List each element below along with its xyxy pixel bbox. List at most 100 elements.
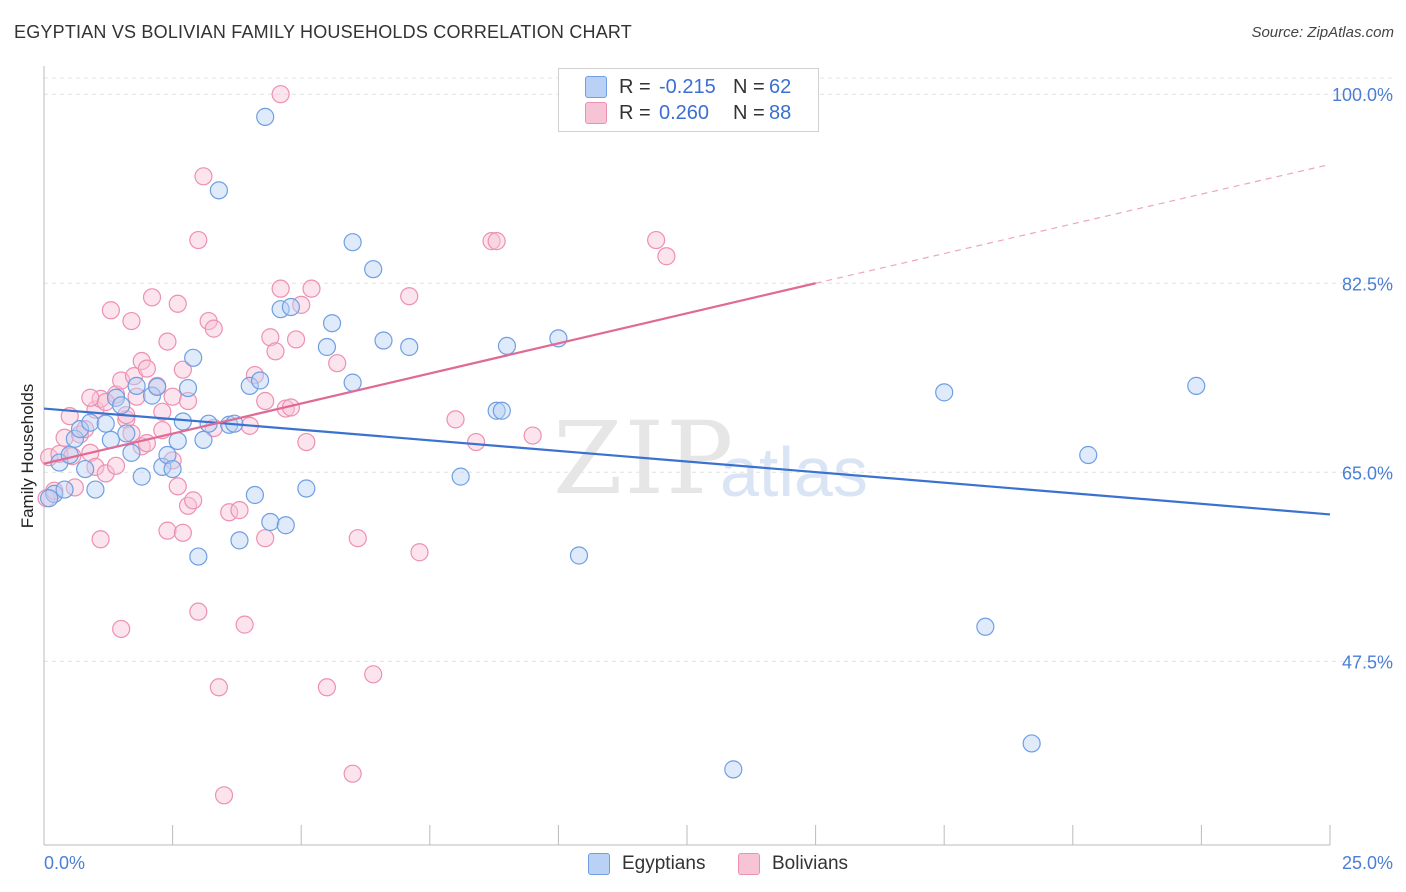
bolivians-point	[523, 426, 542, 445]
bolivians-point	[158, 332, 177, 351]
egyptians-point	[497, 336, 517, 356]
bolivians-point	[189, 602, 208, 621]
egyptians-point	[96, 414, 115, 433]
bolivians-point	[364, 665, 383, 684]
egyptians-point	[209, 181, 228, 200]
bolivians-trend-line	[43, 282, 816, 465]
bottom-legend-label: Egyptians	[622, 853, 706, 874]
source-label: Source: ZipAtlas.com	[1251, 24, 1394, 41]
egyptians-point	[281, 297, 301, 317]
egyptians-point	[1079, 445, 1098, 465]
egyptians-point	[297, 479, 316, 498]
egyptians-point	[487, 401, 506, 420]
bolivians-points	[37, 85, 676, 805]
legend-n-value: 62	[769, 75, 792, 98]
bolivians-point	[261, 328, 280, 347]
bolivians-point	[106, 456, 126, 475]
y-tick-label: 100.0%	[1332, 85, 1393, 105]
bolivians-point	[297, 432, 316, 452]
stats-legend: R = -0.215 N = 62 R = 0.260 N = 88	[558, 68, 819, 132]
bolivians-point	[466, 432, 486, 452]
bolivians-point	[96, 464, 115, 483]
bolivians-point	[286, 330, 306, 349]
egyptians-point	[76, 459, 95, 479]
bolivians-point	[230, 501, 249, 520]
bolivians-point	[194, 167, 213, 186]
legend-r-label: R =	[619, 75, 651, 98]
egyptians-point	[256, 107, 275, 126]
bottom-legend-egyptians: Egyptians	[588, 852, 705, 876]
bolivians-point	[256, 529, 275, 548]
y-tick-label: 65.0%	[1342, 463, 1393, 483]
egyptians-point	[132, 467, 151, 486]
egyptians-point	[976, 617, 995, 636]
bolivians-point	[178, 496, 198, 515]
bolivians-point	[410, 543, 429, 562]
egyptians-point	[70, 419, 90, 439]
egyptians-point	[230, 531, 249, 550]
egyptians-point	[194, 430, 213, 449]
bolivians-point	[271, 279, 290, 298]
bolivians-point	[168, 294, 187, 313]
egyptians-point	[343, 373, 362, 392]
bolivians-trend-extension	[815, 163, 1331, 284]
bolivians-point	[256, 391, 275, 411]
egyptians-point	[374, 331, 393, 350]
bolivians-point	[204, 319, 223, 338]
egyptians-point	[569, 546, 589, 565]
bolivians-point	[173, 523, 192, 542]
x-tick-label: 25.0%	[1342, 853, 1393, 873]
bolivians-point	[122, 311, 141, 331]
bolivians-point	[487, 232, 506, 251]
bottom-legend-bolivians: Bolivians	[738, 852, 848, 876]
bolivians-point	[482, 232, 501, 251]
egyptians-point	[250, 371, 270, 390]
legend-r-label: R =	[619, 101, 651, 124]
egyptians-point	[343, 233, 362, 252]
legend-n-label: N =	[733, 75, 765, 98]
legend-swatch-blue	[585, 76, 607, 98]
trend-lines	[43, 163, 1331, 516]
egyptians-point	[451, 467, 470, 486]
egyptians-point	[163, 459, 182, 479]
legend-r-value: -0.215	[659, 75, 716, 98]
bolivians-point	[235, 615, 254, 634]
bolivians-point	[271, 85, 290, 104]
egyptians-point	[935, 383, 954, 402]
axes	[43, 66, 1331, 846]
bolivians-point	[101, 301, 120, 320]
egyptians-point	[317, 337, 337, 357]
bolivians-point	[446, 410, 465, 429]
egyptians-points	[40, 107, 1206, 779]
bolivians-point	[173, 360, 192, 379]
egyptians-point	[184, 348, 203, 367]
bolivians-point	[178, 391, 198, 411]
legend-swatch-pink	[585, 102, 607, 124]
legend-row-bolivians: R = 0.260 N = 88	[585, 100, 791, 126]
egyptians-point	[112, 396, 131, 415]
bolivians-point	[647, 230, 666, 250]
legend-r-value: 0.260	[659, 101, 710, 124]
egyptians-point	[127, 376, 146, 395]
egyptians-point	[1022, 734, 1041, 753]
bolivians-point	[81, 388, 100, 407]
bolivians-point	[214, 786, 234, 805]
bolivians-point	[400, 287, 419, 306]
egyptians-point	[142, 386, 162, 405]
egyptians-point	[65, 429, 84, 448]
bolivians-point	[112, 619, 131, 639]
bolivians-point	[266, 342, 285, 361]
bottom-legend-swatch-blue	[588, 853, 610, 875]
egyptians-point	[122, 443, 141, 462]
bolivians-point	[348, 529, 367, 548]
egyptians-point	[86, 480, 105, 499]
egyptians-trend-line	[43, 407, 1331, 516]
egyptians-point	[55, 480, 74, 499]
y-tick-label: 82.5%	[1342, 274, 1393, 294]
legend-n-value: 88	[769, 101, 792, 124]
egyptians-point	[40, 489, 59, 508]
legend-n-label: N =	[733, 101, 765, 124]
tick-labels: 47.5% 65.0% 82.5% 100.0% 0.0% 25.0%	[44, 85, 1393, 873]
bolivians-point	[328, 354, 347, 373]
